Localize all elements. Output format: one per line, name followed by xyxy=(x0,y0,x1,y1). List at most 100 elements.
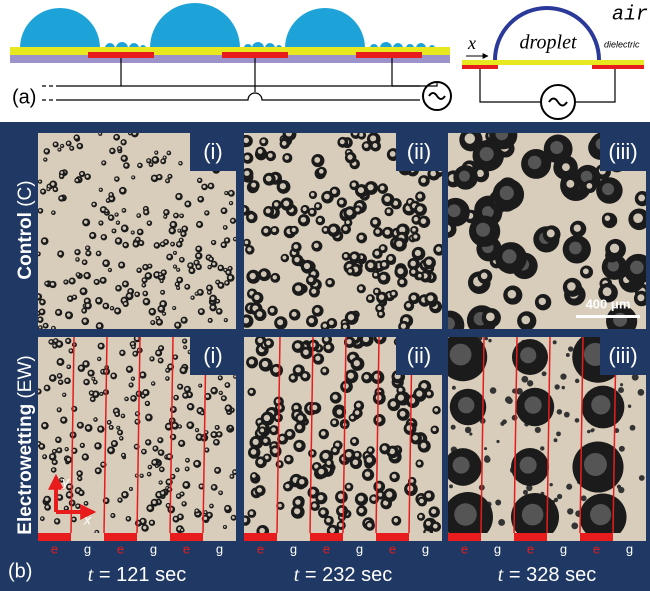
droplet-center xyxy=(519,456,537,474)
droplet-center xyxy=(131,231,134,234)
time-value: = 232 sec xyxy=(305,564,392,586)
droplet-center xyxy=(233,237,236,240)
droplet-center xyxy=(66,313,71,317)
droplet-center xyxy=(452,456,470,474)
droplet-center xyxy=(264,455,269,460)
droplet-center xyxy=(417,193,423,199)
droplet-center xyxy=(144,299,148,304)
droplet-center xyxy=(347,314,355,321)
droplet-center xyxy=(299,478,305,485)
droplet-center xyxy=(185,467,189,470)
droplet xyxy=(244,205,250,216)
droplet-center xyxy=(476,169,484,178)
droplet-center xyxy=(159,306,163,311)
droplet-center xyxy=(332,394,338,400)
droplet-center xyxy=(411,269,416,274)
droplet-center xyxy=(97,251,100,255)
droplet-center xyxy=(396,240,403,248)
droplet-center xyxy=(95,443,100,448)
droplet-center xyxy=(607,260,620,272)
droplet-center xyxy=(479,146,494,162)
small-droplet xyxy=(484,337,489,341)
droplet-center xyxy=(194,461,199,466)
droplet-center xyxy=(121,414,124,417)
droplet-center xyxy=(538,297,546,306)
electrode-label: g xyxy=(216,541,223,556)
droplet-center xyxy=(185,285,189,288)
droplet-center xyxy=(76,504,79,508)
droplet-center xyxy=(303,349,309,356)
droplet-center xyxy=(356,402,361,408)
small-droplet xyxy=(526,380,534,387)
droplet-center xyxy=(51,182,55,186)
droplet-center xyxy=(286,456,291,462)
droplet-center xyxy=(379,185,385,191)
droplet-center xyxy=(372,219,378,225)
row-suffix: (EW) xyxy=(15,355,36,398)
label-box xyxy=(190,337,236,375)
ground-strip xyxy=(613,533,646,541)
row-title: Electrowetting xyxy=(15,404,36,535)
droplet-center xyxy=(228,267,232,270)
droplet-center xyxy=(118,147,121,150)
droplet-center xyxy=(285,483,290,489)
ground-strip xyxy=(481,533,514,541)
droplet-center xyxy=(85,174,89,178)
droplet-center xyxy=(159,450,163,454)
droplet-center xyxy=(146,415,151,419)
droplet-center xyxy=(338,522,343,528)
droplet-center xyxy=(72,449,76,452)
droplet-center xyxy=(129,383,133,386)
droplet-center xyxy=(123,302,127,306)
small-droplet xyxy=(556,431,561,437)
droplet-center xyxy=(135,420,139,423)
droplet-center xyxy=(141,394,145,397)
small-droplet xyxy=(616,484,622,489)
droplet-center xyxy=(435,246,442,252)
droplet-center xyxy=(199,309,203,313)
droplet-center xyxy=(294,508,301,515)
panel-label: (b) xyxy=(8,560,32,582)
small-droplet xyxy=(553,497,559,503)
droplet-center xyxy=(633,213,643,224)
droplet-center xyxy=(72,517,75,521)
droplet-center xyxy=(302,373,308,379)
electrode-edge xyxy=(342,337,347,533)
label-box xyxy=(600,337,646,375)
droplet-center xyxy=(108,448,113,452)
droplet-center xyxy=(248,214,254,220)
droplet-center xyxy=(313,243,319,249)
small-droplet xyxy=(637,389,645,396)
droplet-center xyxy=(244,170,250,176)
droplet-center xyxy=(384,196,391,202)
droplet-center xyxy=(171,242,174,245)
droplet-center xyxy=(208,319,212,322)
droplet-center xyxy=(426,492,432,499)
droplet-center xyxy=(320,431,326,436)
droplet-center xyxy=(117,426,119,429)
droplet-center xyxy=(311,404,318,411)
droplet-center xyxy=(58,251,62,256)
small-droplet xyxy=(620,383,624,387)
droplet-center xyxy=(343,226,348,231)
droplet-center xyxy=(208,265,211,268)
electrode-label: e xyxy=(257,541,264,556)
droplet-center xyxy=(63,393,66,396)
droplet-center xyxy=(161,301,165,306)
droplet-center xyxy=(98,427,103,431)
droplet-center xyxy=(249,272,256,280)
droplet-center xyxy=(420,218,427,224)
droplet-center xyxy=(417,206,423,212)
droplet-center xyxy=(383,500,389,506)
time-label: t = 232 sec xyxy=(294,564,392,587)
small-droplet xyxy=(450,424,456,430)
droplet-center xyxy=(109,196,113,201)
droplet-center xyxy=(42,238,47,243)
droplet-center xyxy=(91,397,94,401)
droplet-center xyxy=(163,156,166,159)
droplet-center xyxy=(314,307,320,313)
droplet-center xyxy=(162,312,165,315)
droplet-center xyxy=(159,481,162,484)
droplet-center xyxy=(95,530,98,533)
droplet-center xyxy=(188,423,192,427)
